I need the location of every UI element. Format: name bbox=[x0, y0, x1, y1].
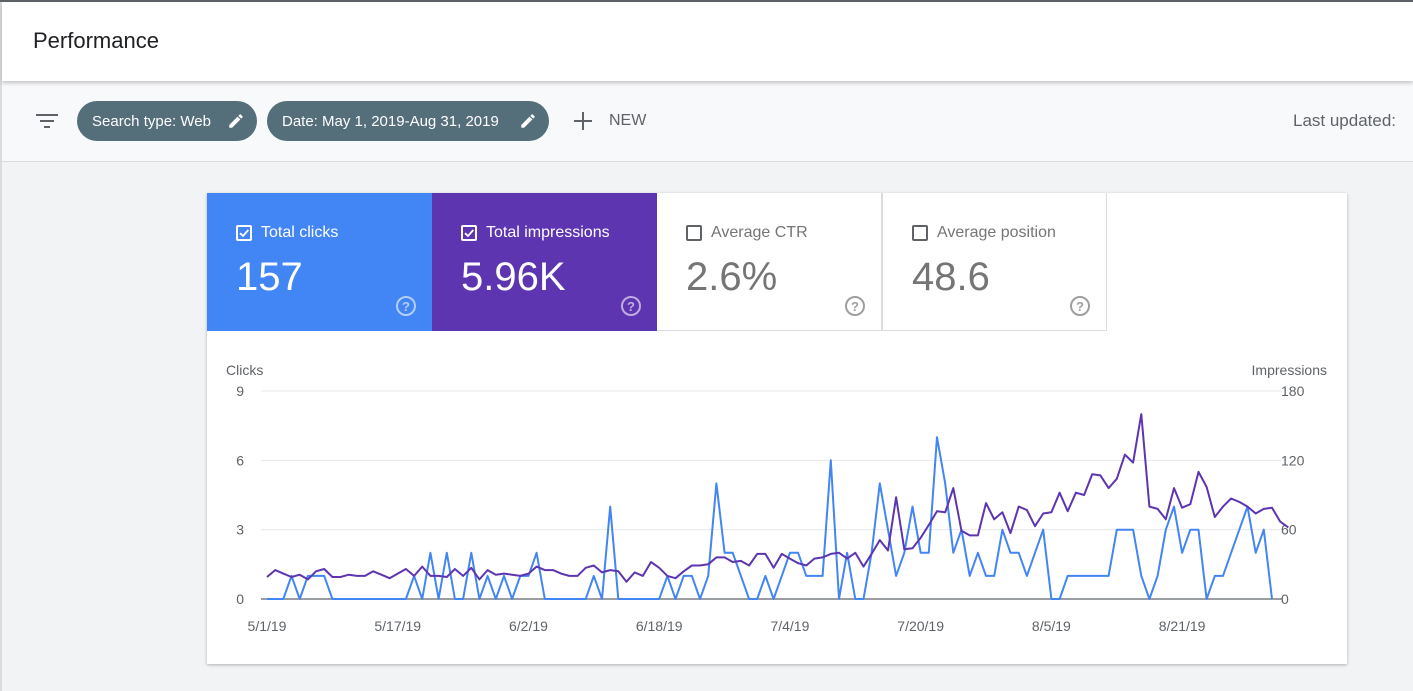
window-top-border bbox=[0, 0, 1413, 2]
series-line-impressions bbox=[266, 413, 1289, 583]
y-left-tick-label: 9 bbox=[236, 383, 244, 399]
metric-label-row: Average position bbox=[912, 224, 1056, 242]
x-tick-label: 8/21/19 bbox=[1159, 618, 1206, 634]
x-tick-label: 6/18/19 bbox=[636, 618, 683, 634]
x-tick-label: 7/4/19 bbox=[770, 618, 809, 634]
metric-label: Average CTR bbox=[711, 224, 808, 241]
window-left-border bbox=[0, 2, 2, 691]
metric-value: 48.6 bbox=[912, 255, 990, 299]
metric-label: Total clicks bbox=[261, 224, 339, 241]
metric-label: Average position bbox=[937, 224, 1056, 241]
filter-bar: Search type: Web Date: May 1, 2019-Aug 3… bbox=[2, 81, 1413, 162]
y-left-tick-label: 0 bbox=[236, 591, 244, 607]
metric-tile-average-ctr[interactable]: Average CTR 2.6% ? bbox=[657, 193, 882, 331]
x-tick-label: 8/5/19 bbox=[1032, 618, 1071, 634]
y-right-tick-label: 120 bbox=[1281, 452, 1305, 468]
x-tick-label: 6/2/19 bbox=[509, 618, 548, 634]
metric-value: 2.6% bbox=[686, 255, 778, 299]
y-left-tick-label: 6 bbox=[236, 452, 244, 468]
checkbox-checked-icon[interactable] bbox=[236, 225, 252, 241]
y-axis-left-title: Clicks bbox=[226, 362, 263, 378]
performance-card: Total clicks 157 ? Total impressions 5.9… bbox=[207, 193, 1347, 664]
search-type-chip-label: Search type: Web bbox=[92, 112, 211, 130]
plus-icon bbox=[574, 112, 592, 130]
new-filter-button[interactable]: NEW bbox=[574, 107, 646, 135]
filter-icon[interactable] bbox=[36, 113, 58, 129]
page-header: Performance bbox=[2, 2, 1413, 81]
date-filter-chip[interactable]: Date: May 1, 2019-Aug 31, 2019 bbox=[267, 101, 549, 141]
y-right-tick-label: 180 bbox=[1281, 383, 1305, 399]
metric-label-row: Average CTR bbox=[686, 224, 808, 242]
x-tick-label: 7/20/19 bbox=[897, 618, 944, 634]
metric-value: 5.96K bbox=[461, 255, 566, 299]
help-icon[interactable]: ? bbox=[1070, 296, 1090, 316]
metric-label-row: Total impressions bbox=[461, 224, 610, 242]
search-type-filter-chip[interactable]: Search type: Web bbox=[77, 101, 257, 141]
date-chip-label: Date: May 1, 2019-Aug 31, 2019 bbox=[282, 112, 499, 130]
help-icon[interactable]: ? bbox=[396, 296, 416, 316]
edit-pencil-icon[interactable] bbox=[519, 112, 537, 130]
metric-tile-average-position[interactable]: Average position 48.6 ? bbox=[882, 193, 1107, 331]
metric-tile-total-impressions[interactable]: Total impressions 5.96K ? bbox=[432, 193, 657, 331]
edit-pencil-icon[interactable] bbox=[227, 112, 245, 130]
x-tick-label: 5/17/19 bbox=[374, 618, 421, 634]
y-left-tick-label: 3 bbox=[236, 522, 244, 538]
metric-label-row: Total clicks bbox=[236, 224, 338, 242]
help-icon[interactable]: ? bbox=[621, 296, 641, 316]
x-tick-label: 5/1/19 bbox=[248, 618, 287, 634]
checkbox-unchecked-icon[interactable] bbox=[912, 225, 928, 241]
y-axis-right-title: Impressions bbox=[1252, 362, 1327, 378]
checkbox-checked-icon[interactable] bbox=[461, 225, 477, 241]
new-filter-label: NEW bbox=[609, 112, 647, 129]
series-line-clicks bbox=[267, 436, 1273, 600]
help-icon[interactable]: ? bbox=[845, 296, 865, 316]
y-right-tick-label: 0 bbox=[1281, 591, 1289, 607]
page-title: Performance bbox=[33, 28, 159, 53]
metric-value: 157 bbox=[236, 255, 303, 299]
checkbox-unchecked-icon[interactable] bbox=[686, 225, 702, 241]
last-updated-text: Last updated: bbox=[1293, 111, 1397, 130]
metric-label: Total impressions bbox=[486, 224, 610, 241]
metric-tile-total-clicks[interactable]: Total clicks 157 ? bbox=[207, 193, 432, 331]
